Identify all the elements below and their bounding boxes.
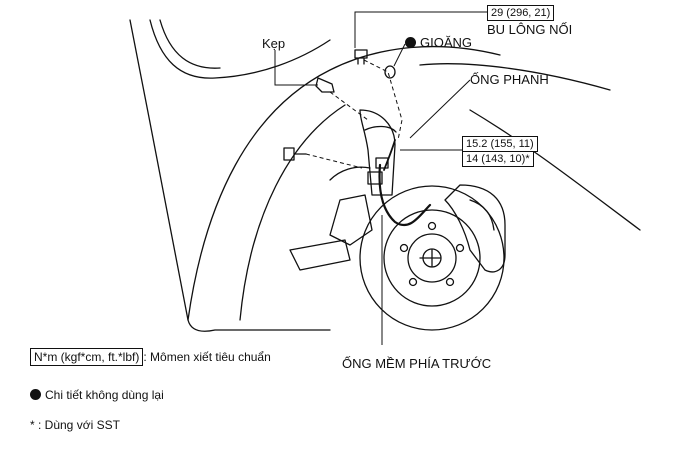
stabilizer [329,166,371,181]
brake-disc-inner [383,209,481,307]
hub [407,233,457,283]
mount-bolt [283,147,307,161]
strut [359,109,396,196]
axle-stub [419,249,441,267]
legend-torque-unit: N*m (kgf*cm, ft.*lbf) [30,348,144,366]
leader-brake-line [409,79,471,139]
gasket-part [384,65,396,79]
clip-part [315,77,335,93]
label-front-flexible-hose: ỐNG MỀM PHÍA TRƯỚC [342,356,492,371]
flexible-hose [378,163,432,227]
torque-brake-line-2: 14 (143, 10)* [462,152,534,167]
lug-3 [445,277,455,287]
body-right-panel [469,109,641,231]
body-upper-curve-2 [159,19,221,69]
legend-torque-desc: : Mômen xiết tiêu chuẩn [143,350,271,364]
wheel-arch-outline [187,45,501,321]
torque-brake-line-1: 15.2 (155, 11) [462,136,538,152]
legend-torque: N*m (kgf*cm, ft.*lbf): Mômen xiết tiêu c… [30,348,271,366]
lug-4 [408,277,418,287]
hose-fitting [375,157,389,169]
lower-arm [289,239,351,271]
legend-non-reusable: Chi tiết không dùng lại [30,388,164,402]
dash-mount-bolt [305,153,363,169]
legend-dot-icon [30,389,41,400]
knuckle [329,194,373,246]
lug-5 [399,243,409,253]
dash-union-bolt [363,59,403,141]
lug-1 [427,221,437,231]
dash-clip [329,91,369,121]
leader-gasket [393,43,406,67]
label-union-bolt: BU LÔNG NỐI [487,22,573,37]
caliper-detail [469,199,495,231]
label-gasket: GIOĂNG [405,35,472,50]
label-clip: Kẹp [262,36,286,51]
caliper [444,184,506,273]
non-reusable-dot-icon [405,37,416,48]
hose-bracket [367,171,383,185]
label-brake-line: ỐNG PHANH [470,72,549,87]
label-gasket-text: GIOĂNG [420,35,473,50]
brake-disc-outer [359,185,505,331]
lug-2 [455,243,465,253]
legend-sst: * : Dùng với SST [30,418,120,432]
union-bolt-part [354,49,368,65]
torque-union-bolt: 29 (296, 21) [487,5,555,21]
leader-union-bolt [354,11,487,48]
strut-ring [364,125,397,133]
wheel-arch-inner [239,104,346,321]
fender-outline [129,19,331,332]
body-right-top [419,63,611,91]
body-upper-curve [149,19,331,79]
leader-clip [274,50,318,86]
legend-non-reusable-text: Chi tiết không dùng lại [45,388,164,402]
